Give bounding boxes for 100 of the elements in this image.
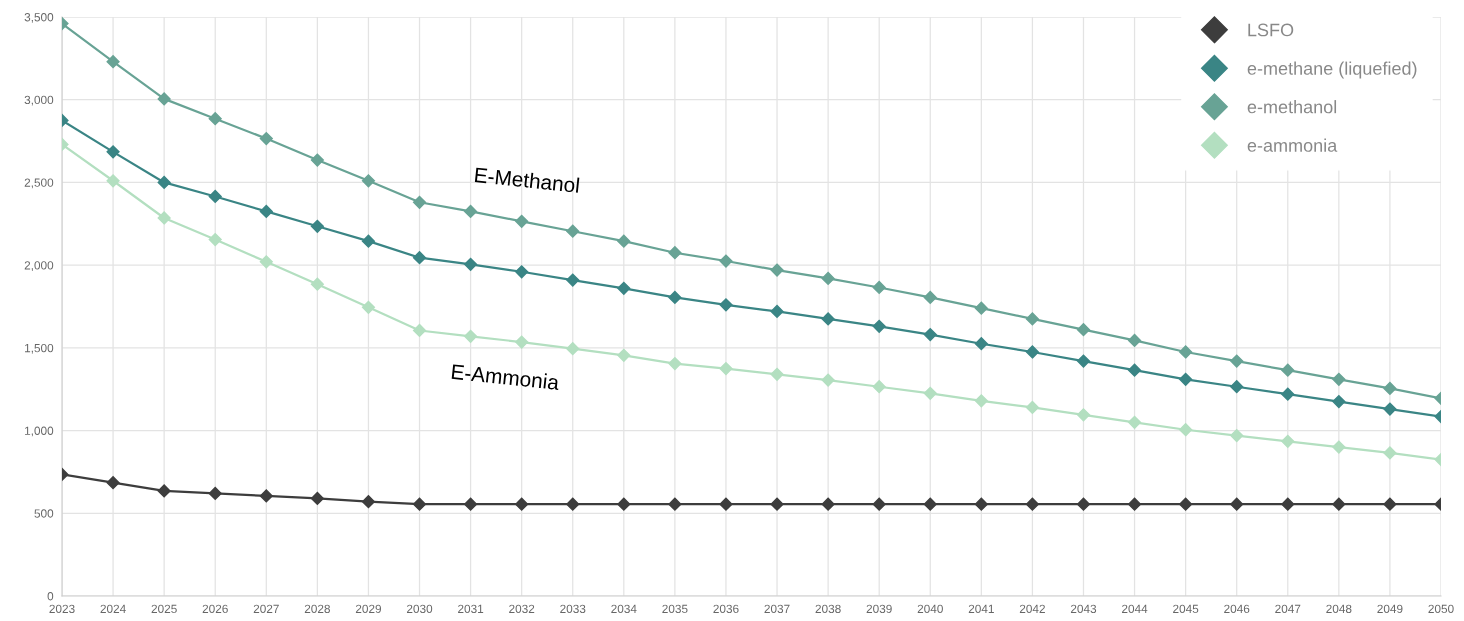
point — [515, 265, 529, 279]
point — [157, 484, 171, 498]
x-tick-label: 2031 — [458, 604, 484, 613]
point — [259, 132, 273, 146]
y-tick-label: 3,500 — [24, 13, 54, 23]
point — [464, 257, 478, 271]
x-tick-label: 2035 — [662, 604, 688, 613]
point — [1025, 400, 1039, 414]
point — [1127, 333, 1142, 348]
y-tick-label: 2,000 — [24, 261, 54, 271]
point — [259, 204, 273, 218]
point — [208, 486, 222, 501]
x-tick-label: 2033 — [560, 604, 586, 613]
x-tick-label: 2034 — [611, 604, 637, 613]
point — [361, 234, 376, 248]
point — [668, 246, 682, 260]
point — [515, 214, 529, 228]
point — [310, 219, 324, 233]
point — [361, 174, 376, 188]
point — [1332, 440, 1346, 454]
point — [157, 175, 171, 190]
point — [464, 204, 478, 218]
point — [974, 394, 988, 408]
point — [106, 476, 120, 490]
point — [412, 323, 427, 338]
point — [412, 497, 427, 511]
point — [617, 497, 631, 511]
x-tick-label: 2032 — [509, 604, 535, 613]
point — [872, 380, 886, 394]
y-tick-label: 500 — [34, 509, 54, 518]
point — [1230, 497, 1244, 511]
point — [923, 386, 937, 400]
point — [106, 55, 120, 69]
point — [1076, 408, 1091, 422]
point — [361, 300, 376, 314]
annotation: E-Methanol — [474, 166, 580, 193]
point — [1383, 446, 1397, 460]
point — [1230, 354, 1244, 368]
point — [1025, 497, 1039, 511]
point — [668, 290, 682, 304]
legend-label: e-methanol — [1247, 100, 1337, 114]
point — [974, 337, 988, 351]
point — [310, 153, 324, 167]
point — [259, 255, 273, 269]
point — [1281, 363, 1295, 377]
point — [617, 348, 631, 362]
point — [1230, 380, 1244, 394]
x-tick-label: 2037 — [764, 604, 790, 613]
x-tick-label: 2029 — [355, 604, 382, 613]
point — [1025, 312, 1039, 326]
x-tick-label: 2024 — [100, 604, 126, 613]
point — [1281, 434, 1295, 448]
point — [515, 335, 529, 349]
point — [872, 319, 886, 333]
point — [310, 277, 324, 291]
x-tick-label: 2044 — [1122, 604, 1148, 613]
y-tick-label: 2,500 — [24, 178, 54, 189]
point — [1179, 423, 1193, 437]
point — [821, 312, 835, 326]
point — [821, 497, 835, 511]
point — [310, 491, 324, 505]
point — [1127, 363, 1142, 377]
point — [361, 495, 376, 509]
annotation: E-Ammonia — [451, 363, 560, 391]
x-tick-label: 2030 — [406, 604, 433, 613]
point — [1179, 345, 1193, 359]
point — [566, 273, 580, 287]
point — [412, 195, 427, 209]
point — [1076, 323, 1091, 337]
x-tick-label: 2048 — [1326, 604, 1352, 613]
point — [719, 298, 733, 312]
point — [770, 304, 784, 319]
point — [617, 281, 631, 295]
x-tick-label: 2039 — [866, 604, 892, 613]
point — [668, 497, 682, 511]
y-tick-label: 3,000 — [24, 95, 54, 106]
x-tick-label: 2047 — [1275, 604, 1301, 613]
point — [974, 301, 988, 315]
x-tick-label: 2043 — [1070, 604, 1097, 613]
y-tick-label: 1,500 — [25, 343, 54, 354]
point — [515, 497, 529, 511]
point — [208, 189, 222, 204]
x-tick-label: 2042 — [1019, 604, 1045, 613]
point — [1230, 428, 1244, 443]
point — [923, 290, 937, 304]
point — [566, 342, 580, 356]
point — [719, 497, 733, 511]
point — [1179, 372, 1193, 386]
x-tick-label: 2041 — [968, 604, 994, 613]
point — [821, 373, 835, 387]
point — [464, 497, 478, 511]
legend-label: LSFO — [1248, 23, 1294, 37]
point — [208, 232, 222, 247]
x-tick-label: 2027 — [253, 604, 279, 613]
x-tick-label: 2049 — [1377, 604, 1403, 613]
x-tick-label: 2050 — [1428, 604, 1454, 613]
point — [872, 280, 886, 295]
point — [106, 174, 120, 188]
legend-label: e-methane (liquefied) — [1247, 61, 1417, 79]
point — [668, 356, 682, 371]
